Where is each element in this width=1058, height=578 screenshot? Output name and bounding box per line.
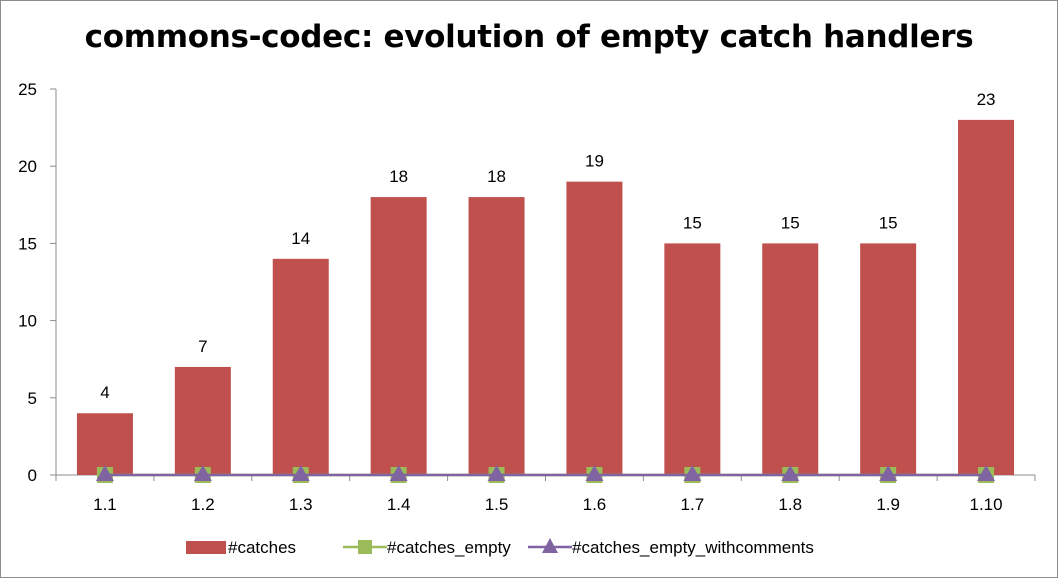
x-tick-label: 1.10 — [970, 495, 1003, 514]
data-label: 18 — [487, 167, 506, 186]
x-tick-label: 1.3 — [289, 495, 313, 514]
marker-triangle — [683, 465, 702, 481]
marker-triangle — [95, 465, 114, 481]
bar — [860, 243, 917, 475]
marker-triangle — [977, 465, 996, 481]
legend-marker-triangle — [542, 538, 558, 553]
legend-label: #catches — [228, 538, 296, 557]
x-tick-label: 1.8 — [778, 495, 802, 514]
bar — [76, 413, 133, 475]
legend-label: #catches_empty_withcomments — [572, 538, 814, 557]
marker-triangle — [585, 465, 604, 481]
bar — [664, 243, 721, 475]
bar — [566, 181, 623, 475]
bar — [174, 366, 231, 475]
y-tick-label: 0 — [28, 466, 37, 485]
marker-triangle — [389, 465, 408, 481]
chart-title: commons-codec: evolution of empty catch … — [84, 19, 974, 55]
data-label: 19 — [585, 152, 604, 171]
marker-triangle — [291, 465, 310, 481]
data-label: 4 — [100, 383, 109, 402]
bar-series — [76, 119, 1015, 475]
data-label: 18 — [389, 167, 408, 186]
data-label: 7 — [198, 337, 207, 356]
x-tick-label: 1.9 — [876, 495, 900, 514]
legend-marker-square — [358, 540, 372, 554]
legend-swatch-bar — [186, 541, 226, 554]
bar — [370, 197, 427, 475]
y-tick-label: 5 — [28, 389, 37, 408]
x-tick-label: 1.7 — [681, 495, 705, 514]
x-tick-label: 1.2 — [191, 495, 215, 514]
data-label: 15 — [879, 213, 898, 232]
x-tick-label: 1.5 — [485, 495, 509, 514]
x-tick-label: 1.6 — [583, 495, 607, 514]
marker-triangle — [781, 465, 800, 481]
marker-triangle — [193, 465, 212, 481]
y-tick-label: 10 — [18, 312, 37, 331]
x-tick-label: 1.1 — [93, 495, 117, 514]
line-series — [95, 465, 996, 483]
marker-triangle — [879, 465, 898, 481]
legend-label: #catches_empty — [387, 538, 511, 557]
data-label: 15 — [683, 213, 702, 232]
data-label: 14 — [291, 229, 310, 248]
y-tick-label: 25 — [18, 80, 37, 99]
legend: #catches #catches_empty #catches_empty_wit… — [186, 538, 814, 557]
bar — [762, 243, 819, 475]
bar — [272, 258, 329, 475]
data-label: 15 — [781, 213, 800, 232]
data-label: 23 — [977, 90, 996, 109]
y-tick-label: 20 — [18, 157, 37, 176]
x-tick-label: 1.4 — [387, 495, 411, 514]
data-labels: 4 7 14 18 18 19 15 15 15 23 — [100, 90, 995, 402]
marker-triangle — [487, 465, 506, 481]
bar — [958, 119, 1015, 475]
bar — [468, 197, 525, 475]
y-tick-label: 15 — [18, 234, 37, 253]
